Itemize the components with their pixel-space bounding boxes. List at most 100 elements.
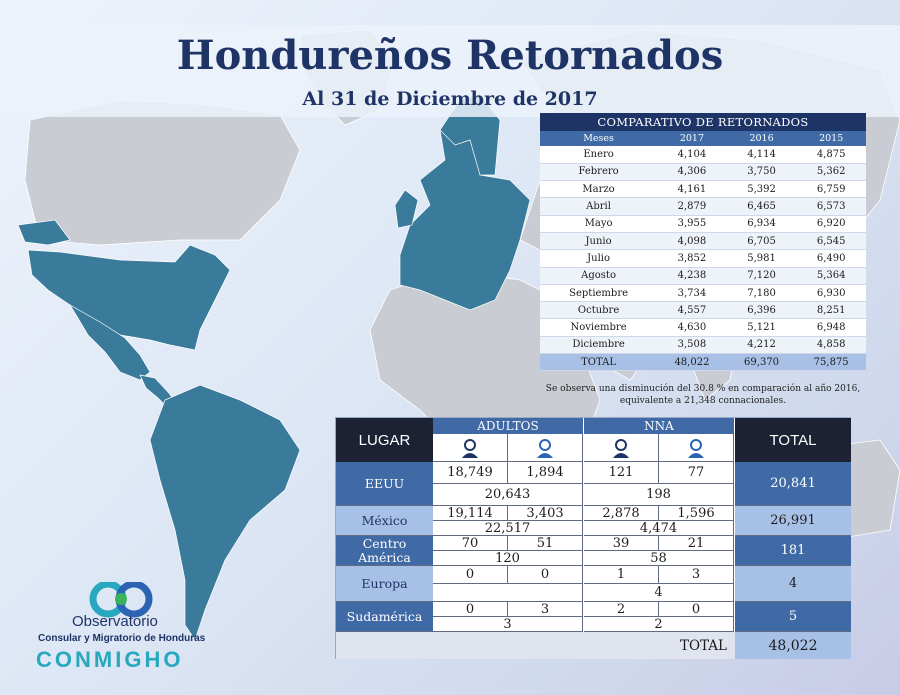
month-row: Abril 2,879 6,465 6,573 [540, 197, 866, 216]
south-america-shape [149, 384, 301, 641]
value-cell: 4,212 [726, 336, 797, 355]
month-cell: Abril [540, 197, 658, 216]
nna-female-value: 21 [659, 536, 734, 551]
mexico-shape [69, 304, 151, 381]
adult-female-value: 0 [508, 566, 583, 584]
nna-subtotal: 4 [584, 584, 734, 602]
comparison-note: Se observa una disminución del 30.8 % en… [532, 383, 874, 407]
nna-female-value: 77 [659, 462, 734, 484]
adult-male-value: 70 [433, 536, 508, 551]
value-cell: 4,306 [657, 163, 727, 182]
month-row: Marzo 4,161 5,392 6,759 [540, 180, 866, 199]
nna-subtotal: 198 [584, 484, 734, 506]
lugar-cell: Sudamérica [336, 602, 433, 632]
value-cell: 4,858 [796, 336, 866, 355]
month-cell: Octubre [540, 301, 658, 320]
summary-table: LUGAR ADULTOS NNA TOTAL EEUU 18,749 1,894 121 77… [335, 417, 851, 659]
value-cell: 4,161 [657, 180, 727, 199]
value-cell: 6,759 [796, 180, 866, 199]
month-row: Agosto 4,238 7,120 5,364 [540, 267, 866, 285]
canada-land [24, 99, 301, 246]
adult-female-value: 3,403 [508, 506, 583, 521]
value-cell: 4,630 [657, 318, 727, 337]
adult-subtotal: 20,643 [433, 484, 583, 506]
nna-male-value: 39 [584, 536, 659, 551]
adult-female-value: 51 [508, 536, 583, 551]
nna-male-value: 1 [584, 566, 659, 584]
adult-female-value: 1,894 [508, 462, 583, 484]
month-row: Mayo 3,955 6,934 6,920 [540, 215, 866, 233]
value-cell: 6,934 [726, 215, 797, 233]
lugar-cell: México [336, 506, 433, 536]
usa-shape [27, 244, 231, 351]
col-header: 2017 [657, 131, 727, 146]
month-row: Noviembre 4,630 5,121 6,948 [540, 318, 866, 337]
value-cell: 6,396 [726, 301, 797, 320]
grand-total-value: 48,022 [735, 632, 851, 659]
value-cell: 5,362 [796, 163, 866, 182]
lugar-header: LUGAR [336, 418, 433, 462]
value-cell: 5,981 [726, 249, 797, 268]
nna-male-value: 2 [584, 602, 659, 617]
nna-female-value: 1,596 [659, 506, 734, 521]
row-total: 26,991 [735, 506, 851, 536]
title-band [0, 25, 900, 117]
total-cell: 75,875 [796, 353, 866, 372]
month-row: Octubre 4,557 6,396 8,251 [540, 301, 866, 320]
nna-subtotal: 2 [584, 617, 734, 632]
value-cell: 8,251 [796, 301, 866, 320]
value-cell: 4,098 [657, 232, 727, 251]
value-cell: 6,948 [796, 318, 866, 337]
value-cell: 4,875 [796, 146, 866, 164]
total-header: TOTAL [735, 418, 851, 462]
total-cell: 48,022 [657, 353, 727, 372]
row-total: 181 [735, 536, 851, 566]
lugar-cell: Europa [336, 566, 433, 602]
month-row: Junio 4,098 6,705 6,545 [540, 232, 866, 251]
note-line: Se observa una disminución del 30.8 % en… [545, 384, 861, 394]
value-cell: 7,180 [726, 284, 797, 303]
value-cell: 5,392 [726, 180, 797, 199]
nna-subtotal: 58 [584, 551, 734, 566]
adult-subtotal: 22,517 [433, 521, 583, 536]
row-total: 5 [735, 602, 851, 632]
adult-male-value: 0 [433, 566, 508, 584]
month-cell: Diciembre [540, 336, 658, 355]
month-row: Julio 3,852 5,981 6,490 [540, 249, 866, 268]
month-cell: Marzo [540, 180, 658, 199]
value-cell: 4,114 [726, 146, 797, 164]
col-header: Meses [540, 131, 658, 146]
page-subtitle: Al 31 de Diciembre de 2017 [302, 88, 598, 110]
adult-female-value: 3 [508, 602, 583, 617]
logo-name: Observatorio [72, 613, 158, 630]
logo-graphic [89, 582, 153, 618]
nna-subtotal: 4,474 [584, 521, 734, 536]
adult-male-value: 19,114 [433, 506, 508, 521]
lugar-cell: EEUU [336, 462, 433, 506]
month-cell: Junio [540, 232, 658, 251]
girl-icon [659, 434, 734, 462]
month-cell: Noviembre [540, 318, 658, 337]
boy-icon [584, 434, 659, 462]
month-cell: Julio [540, 249, 658, 268]
value-cell: 6,930 [796, 284, 866, 303]
value-cell: 6,490 [796, 249, 866, 268]
nna-male-value: 2,878 [584, 506, 659, 521]
nna-female-value: 0 [659, 602, 734, 617]
comparative-title: COMPARATIVO DE RETORNADOS [540, 113, 866, 131]
woman-icon [508, 434, 583, 462]
row-total: 20,841 [735, 462, 851, 506]
adult-male-value: 0 [433, 602, 508, 617]
month-row: Septiembre 3,734 7,180 6,930 [540, 284, 866, 303]
value-cell: 6,545 [796, 232, 866, 251]
value-cell: 3,734 [657, 284, 727, 303]
adult-male-value: 18,749 [433, 462, 508, 484]
nna-male-value: 121 [584, 462, 659, 484]
comparative-table: COMPARATIVO DE RETORNADOS Meses 2017 201… [540, 113, 866, 372]
lugar-cell: Centro América [336, 536, 433, 566]
alaska-shape [17, 219, 71, 246]
month-row: Febrero 4,306 3,750 5,362 [540, 163, 866, 182]
month-cell: Mayo [540, 215, 658, 233]
value-cell: 6,465 [726, 197, 797, 216]
row-total: 4 [735, 566, 851, 602]
